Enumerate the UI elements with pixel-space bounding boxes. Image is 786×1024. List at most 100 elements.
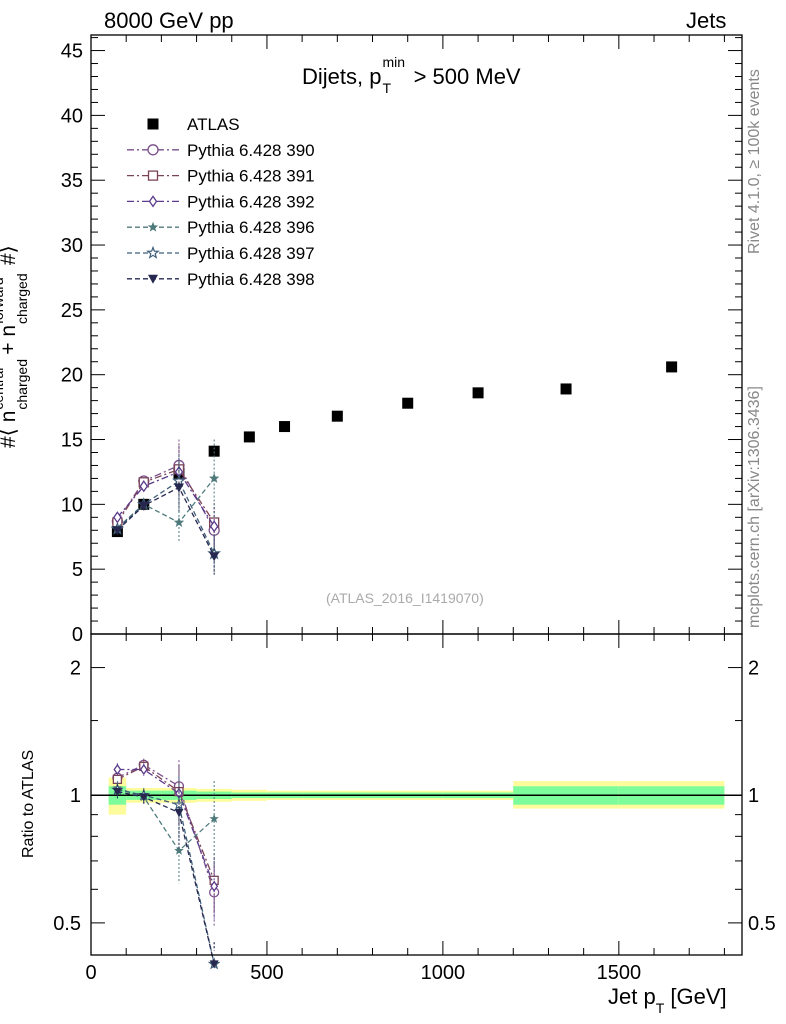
legend-marker <box>147 144 159 156</box>
data-point <box>173 517 185 527</box>
rivet-version-label: Rivet 4.1.0, ≥ 100k events <box>746 69 763 254</box>
ylabel-sup2: forward <box>0 277 6 324</box>
data-point <box>112 526 123 536</box>
legend-label: Pythia 6.428 392 <box>187 192 315 211</box>
series-line <box>116 468 215 523</box>
legend-marker <box>148 195 158 208</box>
main-frame-fill <box>91 35 742 634</box>
data-point <box>173 483 184 493</box>
main-y-tick-label: 10 <box>61 494 83 516</box>
legend-label: Pythia 6.428 397 <box>187 244 315 263</box>
ratio-y-tick-label-right: 1 <box>748 785 759 807</box>
data-point <box>279 421 291 433</box>
ratio-series-line <box>117 789 215 965</box>
ratio-point <box>174 845 184 855</box>
ratio-point <box>139 793 149 802</box>
x-tick-label: 0 <box>85 962 96 984</box>
data-point <box>402 397 414 409</box>
ratio-plot-area <box>91 758 742 970</box>
xlabel-suffix: [GeV] <box>664 984 727 1009</box>
main-y-tick-label: 40 <box>61 105 83 127</box>
x-tick-label: 500 <box>250 962 283 984</box>
legend-marker <box>147 118 159 130</box>
ratio-frame <box>90 633 743 956</box>
legend-label: Pythia 6.428 396 <box>187 218 315 237</box>
legend-entry: Pythia 6.428 398 <box>127 270 315 289</box>
xlabel-sub: T <box>655 1000 665 1016</box>
main-panel <box>91 35 742 634</box>
legend-marker <box>147 221 159 232</box>
main-y-tick-label: 15 <box>61 430 83 452</box>
ratio-point <box>174 809 184 818</box>
ratio-series-line <box>117 787 215 852</box>
ratio-y-tick-label: 2 <box>70 658 81 680</box>
legend-label: Pythia 6.428 391 <box>187 167 315 186</box>
legend-marker <box>148 274 158 284</box>
main-y-axis-label: #⟨ ncentral charged + nforward charged #⟩ <box>0 198 30 448</box>
ratio-point <box>210 880 219 892</box>
legend-entry: Pythia 6.428 390 <box>127 141 315 160</box>
header-right-label: Jets <box>686 8 727 33</box>
main-y-tick-label: 0 <box>72 624 83 646</box>
chart-title-suffix: > 500 MeV <box>407 64 521 89</box>
legend-entry: Pythia 6.428 391 <box>127 167 315 186</box>
data-point <box>139 480 149 493</box>
legend-entry: ATLAS <box>147 115 240 134</box>
ratio-y-axis-label: Ratio to ATLAS <box>20 749 37 858</box>
legend-label: Pythia 6.428 398 <box>187 270 315 289</box>
ylabel-suffix: #⟩ <box>0 245 20 266</box>
ylabel-sub1: charged <box>14 359 30 410</box>
main-y-tick-label: 20 <box>61 365 83 387</box>
ratio-point <box>139 763 148 776</box>
legend-marker <box>146 245 160 259</box>
chart-title: Dijets, p min T > 500 MeV <box>302 54 521 96</box>
data-point <box>138 501 149 511</box>
ratio-series-line <box>117 764 215 893</box>
chart-title-prefix: Dijets, p <box>302 64 382 89</box>
axes: 0 5 10 15 20 25 30 35 40 45 0 500 1000 1500 0.5 0.5 1 1 2 2 <box>53 34 776 984</box>
legend-label: Pythia 6.428 390 <box>187 141 315 160</box>
series-line <box>116 486 215 557</box>
ylabel-mid: + n <box>0 325 20 361</box>
data-point <box>209 552 220 562</box>
ylabel-sup1: central <box>0 367 6 410</box>
chart-title-sup: min <box>382 54 406 70</box>
ratio-series-line <box>117 765 215 881</box>
series-line <box>116 471 215 527</box>
ratio-series-pythia-6-428-398 <box>112 782 219 969</box>
main-y-tick-label: 30 <box>61 235 83 257</box>
main-y-tick-label: 45 <box>61 41 83 63</box>
series-line <box>116 480 215 554</box>
ratio-y-tick-label-right: 2 <box>748 658 759 680</box>
legend-entry: Pythia 6.428 397 <box>127 244 315 263</box>
main-y-tick-label: 35 <box>61 170 83 192</box>
analysis-watermark: (ATLAS_2016_I1419070) <box>326 590 484 606</box>
series-pythia-6-428-398 <box>112 461 220 576</box>
legend-entry: Pythia 6.428 396 <box>127 218 315 237</box>
x-tick-label: 1000 <box>421 962 466 984</box>
main-plot-area <box>110 361 678 576</box>
series-line <box>116 464 215 531</box>
legend-entry: Pythia 6.428 392 <box>127 192 315 211</box>
ratio-y-tick-label: 1 <box>70 785 81 807</box>
source-label: mcplots.cern.ch [arXiv:1306.3436] <box>746 386 763 628</box>
header-left-label: 8000 GeV pp <box>104 8 234 33</box>
legend-label: ATLAS <box>187 115 240 134</box>
ratio-y-tick-label: 0.5 <box>53 913 81 935</box>
x-tick-label: 1500 <box>597 962 642 984</box>
ratio-series-line <box>117 768 215 887</box>
data-point <box>666 361 678 373</box>
data-point <box>560 383 572 395</box>
chart-title-sub: T <box>382 80 392 96</box>
ylabel-sub2: charged <box>14 273 30 324</box>
ratio-y-tick-label-right: 0.5 <box>748 913 776 935</box>
main-y-tick-label: 5 <box>72 559 83 581</box>
main-y-tick-label: 25 <box>61 300 83 322</box>
data-point <box>208 472 220 483</box>
x-axis-label: Jet pT [GeV] <box>608 984 727 1016</box>
data-point <box>472 387 484 399</box>
data-point <box>243 431 255 443</box>
xlabel-prefix: Jet p <box>608 984 656 1009</box>
ratio-point <box>113 763 122 776</box>
